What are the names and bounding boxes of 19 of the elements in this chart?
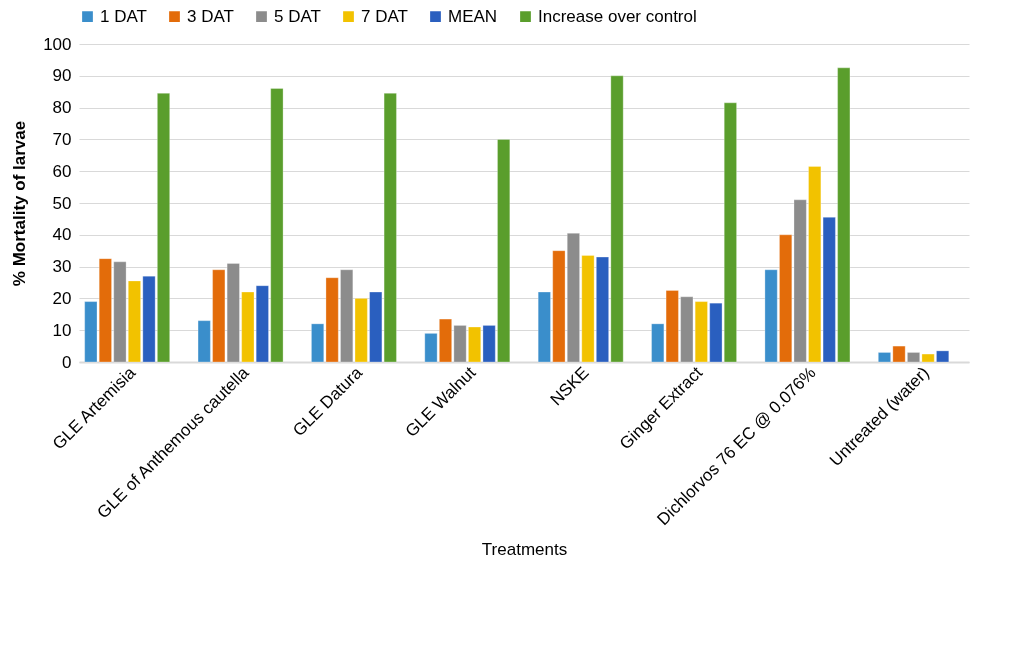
y-tick-label: 0 xyxy=(62,352,72,372)
x-axis-title: Treatments xyxy=(481,540,568,560)
y-tick-label: 100 xyxy=(43,34,72,54)
y-tick-label: 40 xyxy=(52,225,72,245)
y-tick-label: 70 xyxy=(52,129,72,149)
legend-label: 7 DAT xyxy=(361,6,408,26)
y-tick-label: 60 xyxy=(52,161,72,181)
y-tick-label: 50 xyxy=(52,193,72,213)
y-axis-title: % Mortality of larvae xyxy=(10,120,30,287)
y-tick-label: 30 xyxy=(52,257,72,277)
legend-label: 3 DAT xyxy=(187,6,234,26)
legend-label: Increase over control xyxy=(538,6,697,26)
y-tick-label: 20 xyxy=(52,288,72,308)
legend-label: 1 DAT xyxy=(100,6,147,26)
y-tick-label: 10 xyxy=(52,320,72,340)
legend-label: 5 DAT xyxy=(274,6,321,26)
y-tick-label: 80 xyxy=(52,98,72,118)
legend-label: MEAN xyxy=(448,6,498,26)
y-tick-label: 90 xyxy=(52,66,72,86)
